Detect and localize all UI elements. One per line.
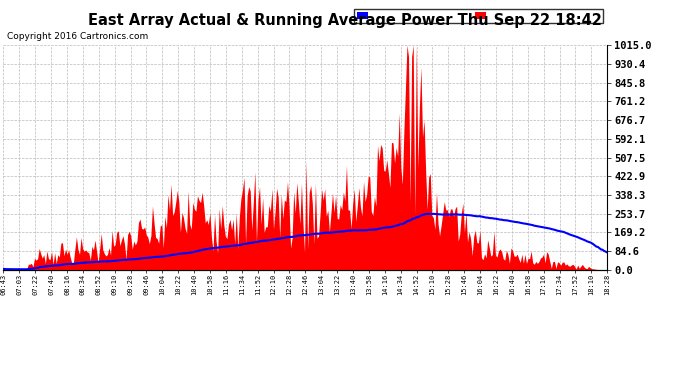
Legend: Average (DC Watts), East Array (DC Watts): Average (DC Watts), East Array (DC Watts… (354, 9, 602, 23)
Text: East Array Actual & Running Average Power Thu Sep 22 18:42: East Array Actual & Running Average Powe… (88, 13, 602, 28)
Text: Copyright 2016 Cartronics.com: Copyright 2016 Cartronics.com (7, 32, 148, 41)
